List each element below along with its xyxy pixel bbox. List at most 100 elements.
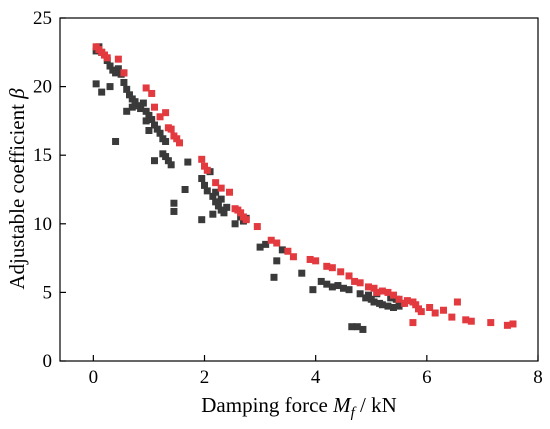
data-point-series-1 [209,210,217,218]
data-point-series-1 [270,273,278,281]
data-point-series-2 [306,255,314,263]
data-point-series-2 [351,277,359,285]
data-point-series-2 [114,55,122,63]
data-point-series-1 [364,291,372,299]
data-point-series-1 [98,88,106,96]
data-point-series-1 [220,209,228,217]
data-point-series-2 [167,125,175,133]
data-point-series-2 [173,135,181,143]
data-point-series-2 [273,239,281,247]
y-axis-title-symbol: β [5,88,29,100]
data-point-series-2 [378,287,386,295]
data-point-series-2 [509,320,517,328]
data-point-series-1 [164,157,172,165]
data-points [92,43,517,333]
data-point-series-2 [389,291,397,299]
data-point-series-1 [370,298,378,306]
data-point-series-2 [312,257,320,265]
data-point-series-2 [440,306,448,314]
data-point-series-1 [356,290,364,298]
data-point-series-1 [150,157,158,165]
x-tick-label: 4 [311,367,321,388]
data-point-series-2 [417,308,425,316]
data-point-series-1 [114,65,122,73]
data-point-series-1 [345,286,353,294]
data-point-series-2 [373,288,381,296]
y-axis-title: Adjustable coefficient β [5,88,29,290]
data-point-series-1 [201,181,209,189]
x-axis-title: Damping force Mf / kN [201,393,396,421]
data-point-series-1 [142,117,150,125]
data-point-series-1 [339,284,347,292]
y-tick-label: 10 [33,214,52,235]
data-point-series-1 [106,62,114,70]
data-point-series-2 [284,247,292,255]
data-point-series-1 [145,111,153,119]
data-point-series-2 [431,309,439,317]
data-point-series-1 [212,198,220,206]
plot-frame [59,17,539,362]
data-point-series-2 [226,188,234,196]
data-point-series-1 [209,192,217,200]
data-point-series-2 [242,216,250,224]
data-point-series-1 [298,269,306,277]
data-point-series-1 [148,116,156,124]
data-point-series-1 [181,186,189,193]
data-point-series-1 [167,161,175,169]
data-point-series-2 [203,166,211,174]
y-tick-label: 20 [33,77,52,98]
data-point-series-2 [176,139,183,147]
data-point-series-1 [184,158,192,166]
data-point-series-1 [348,323,356,331]
data-point-series-2 [201,162,209,170]
data-point-series-1 [112,69,120,77]
data-point-series-2 [487,319,495,327]
data-point-series-1 [156,129,164,137]
x-tick-label: 0 [89,367,99,388]
data-point-series-2 [384,288,392,296]
data-point-series-1 [198,216,206,224]
data-point-series-1 [217,195,225,203]
data-point-series-2 [409,319,417,327]
data-point-series-1 [323,280,331,288]
data-point-series-1 [384,302,392,310]
data-point-series-1 [145,127,153,134]
data-point-series-2 [150,103,158,111]
axis-ticks: 0 2 4 6 8 0 5 10 15 20 25 [33,8,543,388]
data-point-series-1 [223,203,231,211]
data-point-series-2 [403,297,411,305]
data-point-series-1 [214,202,222,210]
data-point-series-2 [323,262,331,270]
data-point-series-1 [170,199,178,207]
data-point-series-1 [128,103,136,111]
data-point-series-2 [103,54,111,62]
data-point-series-1 [317,277,325,285]
data-point-series-1 [150,121,158,129]
data-point-series-1 [328,283,336,291]
data-point-series-1 [120,78,128,86]
data-point-series-2 [148,89,156,97]
y-tick-label: 5 [43,282,53,303]
data-point-series-1 [170,207,178,215]
data-point-series-2 [467,317,475,325]
data-point-series-2 [356,279,364,287]
data-point-series-1 [256,243,264,251]
data-point-series-1 [162,137,170,145]
data-point-series-1 [125,91,133,99]
data-point-series-2 [212,179,220,187]
data-point-series-1 [162,153,170,161]
data-point-series-1 [212,188,220,196]
data-point-series-1 [153,125,161,133]
data-point-series-2 [198,155,206,163]
data-point-series-2 [267,236,275,244]
data-point-series-1 [203,187,211,195]
x-tick-label: 8 [533,367,543,388]
data-point-series-1 [123,85,131,93]
data-point-series-1 [273,257,281,265]
data-point-series-2 [120,69,128,77]
data-point-series-2 [162,109,170,117]
x-axis-title-subscript: f [351,405,357,421]
data-point-series-1 [106,83,114,91]
